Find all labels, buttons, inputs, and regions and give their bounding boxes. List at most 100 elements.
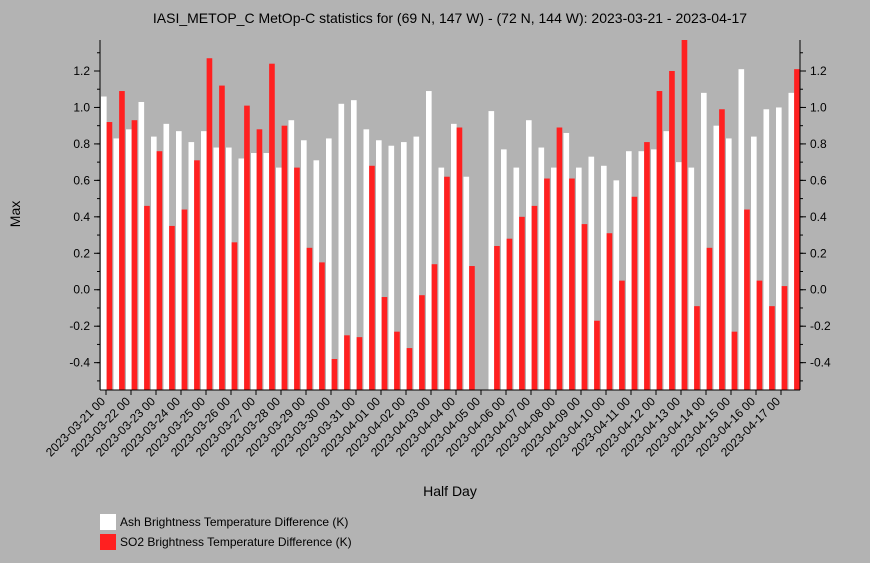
so2-bar <box>244 105 250 391</box>
so2-bar <box>231 242 238 390</box>
ash-bar <box>563 132 570 390</box>
so2-bar <box>206 58 213 390</box>
ash-bar <box>751 136 757 390</box>
ash-bar <box>213 147 220 390</box>
ash-bar <box>351 100 357 390</box>
so2-bar <box>106 122 113 390</box>
so2-bar <box>656 91 663 390</box>
ash-bar <box>613 180 620 390</box>
so2-bar <box>419 295 425 390</box>
y-axis-label: Max <box>7 201 23 227</box>
so2-bar <box>306 247 313 390</box>
ash-bar <box>313 160 320 390</box>
so2-bar <box>169 225 175 390</box>
ash-bar <box>188 142 195 390</box>
ash-bar <box>738 69 745 391</box>
so2-bar <box>294 167 300 390</box>
ash-bar <box>301 140 307 390</box>
ash-bar <box>176 131 182 390</box>
ash-bar <box>438 167 445 390</box>
ash-bar <box>163 123 170 390</box>
so2-bar <box>731 331 738 390</box>
so2-bar <box>119 91 125 390</box>
legend-swatch-ash <box>100 514 116 530</box>
so2-bar <box>494 245 500 390</box>
ash-bar <box>288 120 295 391</box>
so2-bar <box>719 109 725 391</box>
ash-bar <box>651 149 657 391</box>
legend-label-so2: SO2 Brightness Temperature Difference (K… <box>120 535 352 549</box>
y-tick-label-right: 0.4 <box>810 210 827 224</box>
so2-bar <box>506 238 513 390</box>
legend-item-so2: SO2 Brightness Temperature Difference (K… <box>100 532 352 552</box>
so2-bar <box>156 151 163 390</box>
ash-bar <box>513 167 520 390</box>
ash-bar <box>501 149 507 391</box>
y-tick-label-left: 1.0 <box>73 100 90 114</box>
ash-bar <box>551 167 557 390</box>
ash-bar <box>601 165 607 390</box>
ash-bar <box>401 142 407 390</box>
so2-bar <box>744 209 750 390</box>
ash-bar <box>538 147 545 390</box>
so2-bar <box>631 196 638 390</box>
so2-bar <box>219 85 225 390</box>
y-tick-label-right: -0.2 <box>810 319 831 333</box>
y-tick-label-right: 0.0 <box>810 283 827 297</box>
y-tick-label-right: 0.2 <box>810 246 827 260</box>
ash-bar <box>576 167 582 390</box>
so2-bar <box>269 63 275 390</box>
ash-bar <box>451 123 457 390</box>
so2-bar <box>331 359 338 390</box>
ash-bar <box>626 151 632 390</box>
ash-bar <box>638 151 645 390</box>
legend-swatch-so2 <box>100 534 116 550</box>
ash-bar <box>788 92 795 391</box>
ash-bar <box>201 131 207 390</box>
ash-bar <box>526 120 532 391</box>
so2-bar <box>144 205 150 390</box>
so2-bar <box>669 70 675 391</box>
ash-bar <box>726 138 732 390</box>
ash-bar <box>126 129 132 390</box>
axes-group: -0.4 -0.4 -0.2 -0.2 0.0 0.0 0.2 0.2 0.4 0.4 0.6 0.6… <box>43 40 831 459</box>
ash-bar <box>363 129 370 390</box>
so2-bar <box>181 209 188 390</box>
y-tick-label-left: 0.8 <box>73 137 90 151</box>
so2-bar <box>594 320 600 390</box>
so2-bar <box>681 40 688 390</box>
ash-bar <box>688 167 695 390</box>
ash-bar <box>226 147 232 390</box>
so2-bar <box>381 297 388 390</box>
ash-bar <box>376 140 382 390</box>
y-tick-label-left: -0.2 <box>69 319 90 333</box>
so2-bar <box>281 125 288 391</box>
so2-bar <box>319 262 325 390</box>
legend-item-ash: Ash Brightness Temperature Difference (K… <box>100 512 352 532</box>
ash-bar <box>151 136 157 390</box>
so2-bar <box>469 266 475 390</box>
ash-bar <box>101 96 107 390</box>
so2-bar <box>394 331 400 390</box>
ash-bar <box>713 125 720 391</box>
so2-bar <box>569 178 575 390</box>
ash-bar <box>488 111 495 390</box>
ash-bar <box>238 158 245 390</box>
legend-label-ash: Ash Brightness Temperature Difference (K… <box>120 515 349 529</box>
ash-bar <box>338 103 345 391</box>
ash-bar <box>588 156 595 390</box>
y-tick-label-left: 0.2 <box>73 246 90 260</box>
so2-bar <box>756 280 763 391</box>
ash-bar <box>763 109 770 391</box>
ash-bar <box>701 92 707 391</box>
y-tick-label-right: -0.4 <box>810 356 831 370</box>
chart-title: IASI_METOP_C MetOp-C statistics for (69 … <box>153 10 747 26</box>
bars-group <box>101 40 800 391</box>
y-tick-label-left: 0.0 <box>73 283 90 297</box>
so2-bar <box>606 233 613 390</box>
y-tick-label-left: 0.4 <box>73 210 90 224</box>
y-tick-label-right: 0.6 <box>810 173 827 187</box>
y-tick-label-right: 1.0 <box>810 100 827 114</box>
